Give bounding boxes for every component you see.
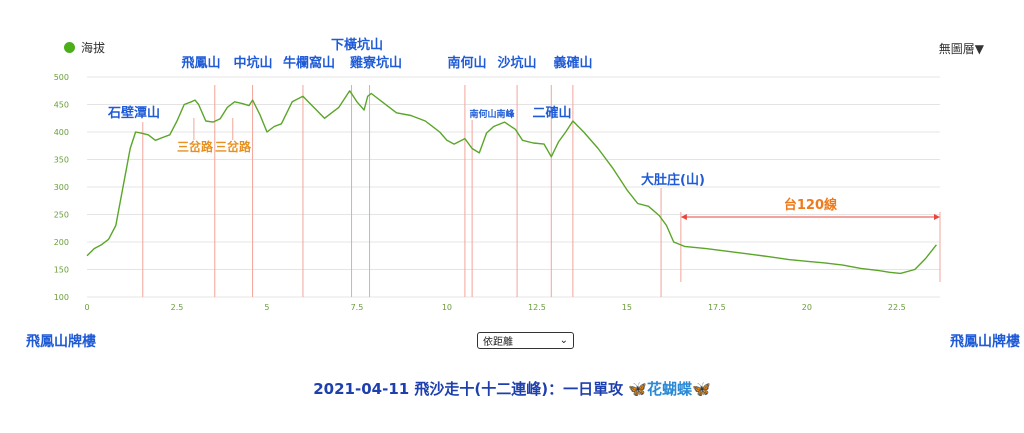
x-tick-label: 15 — [622, 303, 632, 312]
y-tick-label: 200 — [54, 238, 69, 247]
axes: 100 150 200 250 300 350 400 450 500 0 2.5 5 7.5 10 12.… — [54, 73, 906, 312]
junction-label: 三岔路 — [215, 139, 252, 154]
y-tick-label: 450 — [54, 101, 69, 110]
x-axis-mode-select[interactable]: 依距離 ⌄ — [477, 332, 574, 349]
highway-arrow-left — [680, 214, 687, 220]
y-tick-label: 150 — [54, 266, 69, 275]
peak-label: 南何山 — [447, 55, 486, 71]
elevation-line — [86, 90, 937, 275]
peak-label: 石壁潭山 — [107, 105, 160, 121]
y-tick-label: 100 — [54, 293, 69, 302]
peak-label: 牛欄窩山 — [283, 55, 335, 71]
peak-label: 中坑山 — [233, 55, 272, 71]
y-tick-label: 500 — [54, 73, 69, 82]
trip-title-text: 2021-04-11 飛沙走十(十二連峰)：一日單攻 — [313, 380, 624, 398]
end-point-label: 飛鳳山牌樓 — [950, 334, 1020, 350]
x-tick-label: 22.5 — [888, 303, 906, 312]
x-tick-label: 7.5 — [351, 303, 364, 312]
peak-label: 下橫坑山 — [331, 37, 383, 53]
x-tick-label: 2.5 — [171, 303, 184, 312]
grid — [87, 76, 940, 298]
chevron-down-icon: ⌄ — [559, 335, 568, 346]
x-tick-label: 10 — [442, 303, 452, 312]
peak-label: 雞寮坑山 — [349, 55, 402, 71]
peak-label: 南何山南峰 — [469, 108, 515, 120]
layer-selector[interactable]: 無圖層▼ — [938, 42, 984, 56]
x-tick-label: 0 — [84, 303, 89, 312]
x-tick-label: 12.5 — [528, 303, 546, 312]
elevation-series — [86, 90, 937, 275]
peak-label: 大肚庄(山) — [641, 172, 705, 188]
legend-label: 海拔 — [81, 41, 106, 55]
trip-title: 2021-04-11 飛沙走十(十二連峰)：一日單攻 🦋花蝴蝶🦋 — [0, 378, 1024, 399]
highway-label: 台120線 — [784, 197, 838, 213]
y-tick-label: 300 — [54, 183, 69, 192]
y-tick-label: 250 — [54, 211, 69, 220]
x-tick-label: 5 — [264, 303, 269, 312]
x-tick-label: 20 — [802, 303, 812, 312]
junction-label: 三岔路 — [177, 139, 214, 154]
peak-label: 飛鳳山 — [180, 55, 220, 71]
butterfly-icon: 🦋花蝴蝶🦋 — [628, 380, 711, 398]
start-point-label: 飛鳳山牌樓 — [26, 334, 96, 350]
legend[interactable]: 海拔 — [64, 39, 105, 56]
y-tick-label: 400 — [54, 128, 69, 137]
waypoint-markers — [142, 85, 941, 297]
peak-label: 沙坑山 — [497, 55, 536, 71]
highway-arrow-right — [934, 214, 940, 220]
y-tick-label: 350 — [54, 156, 69, 165]
peak-label: 二確山 — [532, 105, 571, 121]
x-tick-label: 17.5 — [708, 303, 726, 312]
x-axis-mode-value: 依距離 — [483, 337, 513, 348]
legend-swatch — [64, 42, 75, 53]
peak-label: 義確山 — [553, 55, 592, 71]
